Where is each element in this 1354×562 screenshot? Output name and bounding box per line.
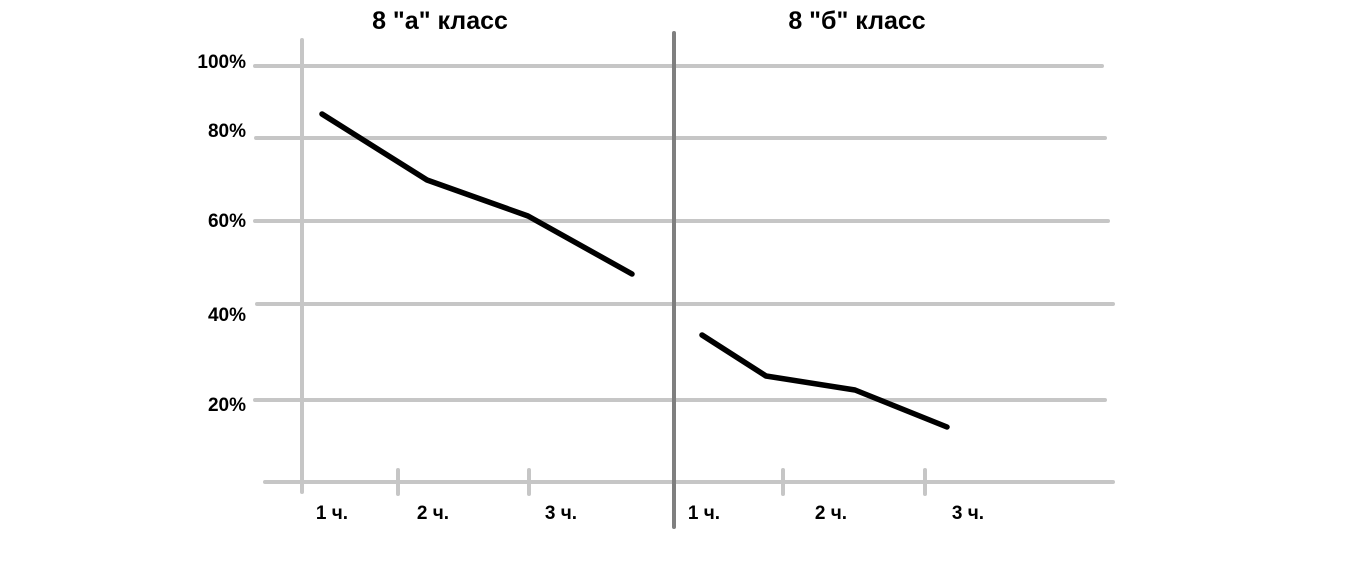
panel-title-left: 8 "а" класс xyxy=(372,7,508,35)
y-axis-label: 40% xyxy=(207,305,246,326)
data-line-left xyxy=(319,111,635,277)
x-axis-label-right: 1 ч. xyxy=(687,503,721,524)
x-axis-label-right: 2 ч. xyxy=(814,503,848,524)
x-axis-label-right: 3 ч. xyxy=(951,503,985,524)
x-axis-label-left: 2 ч. xyxy=(416,503,450,524)
panel-title-right: 8 "б" класс xyxy=(788,7,926,35)
y-axis-label: 80% xyxy=(207,121,246,142)
data-line-right xyxy=(699,332,950,430)
x-axis-label-left: 1 ч. xyxy=(315,503,349,524)
y-axis-label: 20% xyxy=(207,395,246,416)
x-axis-label-left: 3 ч. xyxy=(544,503,578,524)
y-axis-label: 60% xyxy=(207,211,246,232)
y-axis-label: 100% xyxy=(197,52,246,73)
